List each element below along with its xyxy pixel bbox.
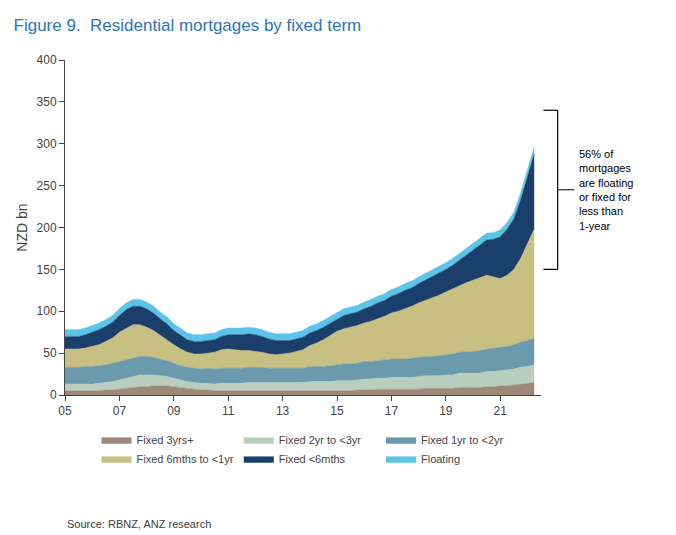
svg-text:15: 15 [330, 404, 344, 418]
svg-text:NZD bn: NZD bn [14, 203, 30, 251]
svg-text:Fixed <6mths: Fixed <6mths [279, 453, 346, 465]
svg-text:Fixed 2yr to <3yr: Fixed 2yr to <3yr [279, 434, 362, 446]
svg-text:17: 17 [385, 404, 399, 418]
svg-text:100: 100 [37, 304, 57, 318]
svg-text:50: 50 [43, 346, 57, 360]
svg-text:21: 21 [494, 404, 508, 418]
svg-text:Fixed 3yrs+: Fixed 3yrs+ [137, 434, 194, 446]
svg-text:400: 400 [37, 53, 57, 67]
svg-text:07: 07 [113, 404, 127, 418]
svg-text:Fixed 6mths to <1yr: Fixed 6mths to <1yr [137, 453, 234, 465]
svg-text:250: 250 [37, 179, 57, 193]
svg-text:05: 05 [58, 404, 72, 418]
svg-text:0: 0 [50, 388, 57, 402]
svg-text:19: 19 [439, 404, 453, 418]
svg-text:56% ofmortgagesare floatingor: 56% ofmortgagesare floatingor fixed forl… [579, 148, 633, 232]
svg-text:350: 350 [37, 95, 57, 109]
svg-text:Fixed 1yr to <2yr: Fixed 1yr to <2yr [421, 434, 504, 446]
svg-text:09: 09 [167, 404, 181, 418]
svg-text:Floating: Floating [421, 453, 460, 465]
svg-text:150: 150 [37, 263, 57, 277]
svg-text:13: 13 [276, 404, 290, 418]
svg-text:300: 300 [37, 137, 57, 151]
svg-text:200: 200 [37, 221, 57, 235]
svg-text:11: 11 [222, 404, 235, 418]
svg-text:Figure 9. Residential mortgag: Figure 9. Residential mortgages by fixed… [14, 16, 362, 35]
svg-text:Source: RBNZ, ANZ research: Source: RBNZ, ANZ research [67, 518, 211, 530]
